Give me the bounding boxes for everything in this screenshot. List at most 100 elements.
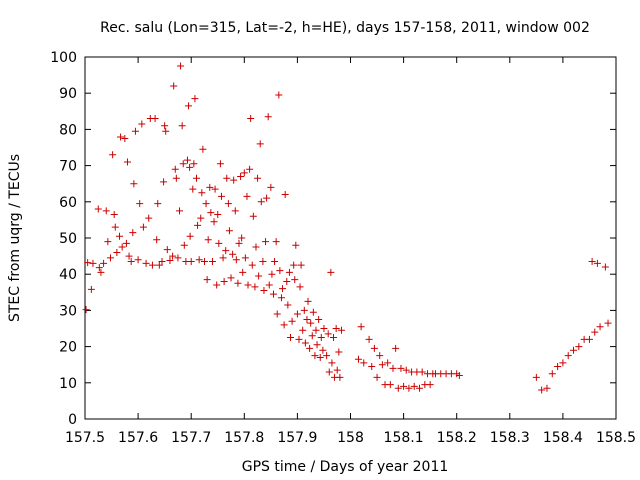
data-point [180,241,188,249]
data-point [248,261,256,269]
data-point [370,344,378,352]
x-tick-label: 157.9 [277,430,317,446]
data-point [397,364,405,372]
data-point [290,261,298,269]
x-tick-label: 158.2 [437,430,477,446]
data-point [270,290,278,298]
data-point [195,256,203,264]
data-point [183,156,191,164]
data-point [239,268,247,276]
x-tick-label: 158.1 [384,430,424,446]
data-point [199,145,207,153]
data-point [169,252,177,260]
data-point [220,277,228,285]
data-point [176,207,184,215]
data-point [392,344,400,352]
data-point [155,261,163,269]
data-point [327,268,335,276]
plot-frame [84,56,617,420]
data-point [357,323,365,331]
data-point [559,359,567,367]
data-point [172,174,180,182]
data-point [299,326,307,334]
data-point [148,261,156,269]
y-tick-label: 10 [59,376,77,392]
data-point [219,254,227,262]
y-tick-labels: 0 10 20 30 40 50 60 70 80 90 100 [50,50,77,428]
data-point [145,214,153,222]
data-point [198,189,206,197]
x-axis-label: GPS time / Days of year 2011 [242,459,449,475]
data-point [206,183,214,191]
data-point [247,115,255,123]
data-point [337,326,345,334]
data-point [251,283,259,291]
data-point [263,194,271,202]
data-point [189,185,197,193]
data-point [203,276,211,284]
data-point [153,236,161,244]
data-point [160,178,168,186]
data-point [208,258,216,266]
data-point [311,352,319,360]
data-point [279,285,287,293]
data-point [246,165,254,173]
data-point [241,254,249,262]
data-point [166,256,174,264]
data-point [94,205,102,213]
data-point [368,363,376,371]
data-point [554,363,562,371]
data-point [113,248,121,256]
data-point [200,258,208,266]
data-point [295,335,303,343]
data-point [122,239,130,247]
data-point [244,281,252,289]
data-point [365,335,373,343]
data-point [249,212,257,220]
data-points [82,62,612,394]
data-point [418,368,426,376]
data-point [575,343,583,351]
data-point [426,381,434,389]
data-point [275,91,283,99]
data-point [588,258,596,266]
data-point [193,174,201,182]
data-point [319,346,327,354]
data-point [110,210,118,218]
data-point [405,384,413,392]
data-point [254,174,262,182]
y-tick-label: 40 [59,267,77,283]
data-point [104,238,112,246]
data-point [154,200,162,208]
data-point [324,330,332,338]
data-point [117,133,125,141]
data-point [280,321,288,329]
data-point [161,122,169,130]
data-point [267,183,275,191]
data-point [265,281,273,289]
data-point [223,174,231,182]
data-point [230,176,238,184]
data-point [158,258,166,266]
data-point [373,373,381,381]
data-point [125,252,133,260]
data-point [142,259,150,267]
data-point [202,200,210,208]
data-point [543,384,551,392]
data-point [313,341,321,349]
y-tick-label: 0 [68,412,77,428]
data-point [323,352,331,360]
data-point [532,373,540,381]
data-point [378,361,386,369]
data-point [328,359,336,367]
y-tick-label: 100 [50,50,77,66]
data-point [151,115,159,123]
y-tick-label: 80 [59,122,77,138]
data-point [386,381,394,389]
data-point [354,355,362,363]
data-point [596,323,604,331]
chart-title: Rec. salu (Lon=315, Lat=-2, h=HE), days … [100,20,590,36]
data-point [271,258,279,266]
